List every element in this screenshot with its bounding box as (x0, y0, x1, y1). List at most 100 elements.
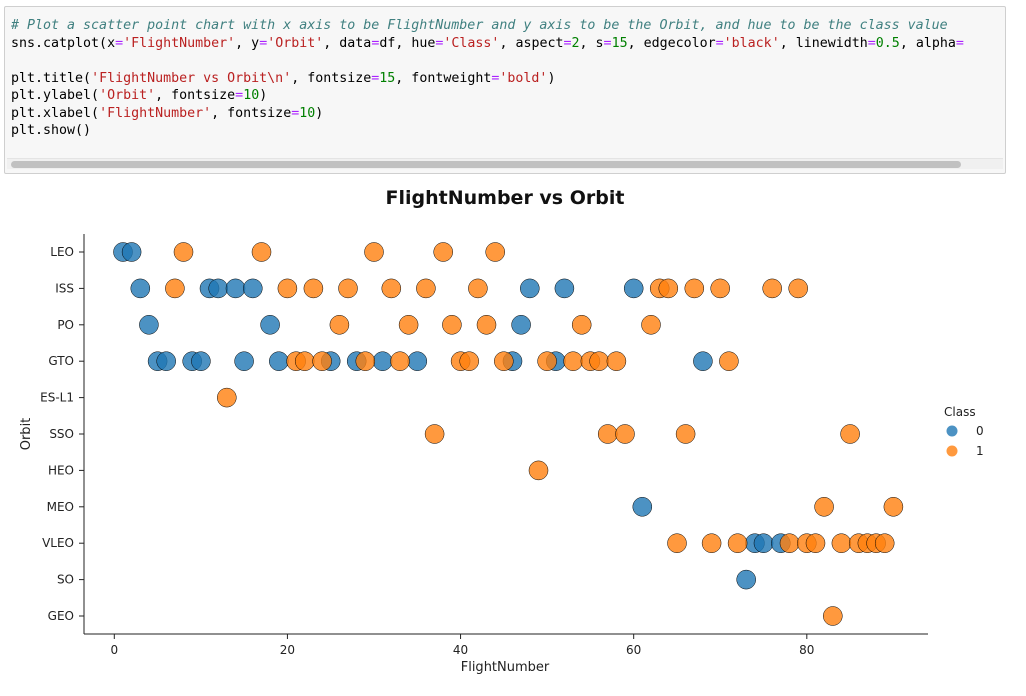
x-tick-label: 80 (799, 643, 814, 657)
scatter-point-class-1 (684, 278, 705, 299)
x-axis-ticks: 0 20 40 60 80 (110, 634, 814, 657)
code-token: 'bold' (499, 70, 548, 86)
scatter-point-class-0 (243, 278, 263, 299)
scatter-point-class-0 (208, 278, 228, 299)
scatter-point-class-1 (823, 606, 843, 626)
scatter-point-class-1 (667, 533, 687, 553)
code-token: ) (547, 70, 556, 86)
code-token: = (371, 35, 380, 51)
scatter-point-class-1 (606, 351, 627, 371)
x-tick-label: 0 (110, 643, 118, 657)
scatter-point-class-0 (554, 278, 575, 299)
scatter-point-class-0 (269, 351, 289, 371)
code-token: plt.xlabel( (11, 105, 100, 121)
code-token: , fontweight (395, 70, 492, 86)
code-token: , data (323, 35, 372, 51)
scatter-point-class-0 (753, 533, 774, 553)
scatter-point-class-1 (675, 424, 696, 444)
scatter-point-class-0 (736, 569, 756, 590)
code-token: = (563, 35, 572, 51)
y-tick-label: LEO (50, 245, 74, 259)
code-token: = (291, 105, 300, 121)
y-tick-label: SO (57, 573, 74, 587)
scatter-point-class-1 (727, 533, 748, 553)
code-token: plt.title( (11, 70, 92, 86)
scatter-point-class-0 (225, 278, 246, 299)
y-tick-label: SSO (49, 427, 74, 441)
code-token: = (259, 35, 268, 51)
scatter-point-class-1 (762, 278, 782, 299)
y-tick-label: ES-L1 (40, 391, 74, 405)
scatter-point-class-1 (528, 460, 549, 481)
code-token: plt.show() (11, 123, 92, 138)
code-token: df, hue (379, 35, 436, 51)
catplot-figure: FlightNumber vs Orbit LEO ISS PO GTO ES-L1 SS… (19, 187, 984, 675)
code-line: plt.show() (11, 122, 964, 140)
scatter-point-class-1 (381, 278, 402, 299)
scatter-point-class-1 (571, 315, 592, 335)
code-line: sns.catplot(x='FlightNumber', y='Orbit',… (11, 35, 964, 53)
y-tick-label: PO (57, 318, 74, 332)
scatter-point-class-1 (831, 533, 852, 553)
code-line: plt.xlabel('FlightNumber', fontsize=10) (11, 105, 964, 123)
code-token: , alpha (899, 35, 956, 51)
code-token: = (371, 70, 380, 86)
code-token: 15 (611, 35, 628, 51)
x-tick-label: 40 (453, 643, 468, 657)
y-axis-label: Orbit (19, 418, 34, 451)
code-token: = (715, 35, 724, 51)
scatter-point-class-1 (883, 497, 904, 517)
scatter-point-class-1 (277, 278, 298, 299)
code-cell[interactable]: # Plot a scatter point chart with x axis… (4, 6, 1006, 174)
y-tick-label: GEO (48, 609, 74, 623)
scatter-point-class-1 (294, 351, 315, 371)
y-tick-label: ISS (55, 281, 74, 295)
code-token: 'Orbit' (267, 35, 324, 51)
code-token: 10 (243, 88, 260, 103)
scatter-point-class-1 (710, 278, 730, 299)
scatter-point-class-0 (234, 351, 254, 371)
scatter-point-class-1 (433, 242, 453, 262)
code-token: # Plot a scatter point chart with x axis… (11, 18, 948, 33)
code-token: = (115, 35, 124, 51)
code-token: , aspect (499, 35, 564, 51)
code-token: = (955, 35, 964, 51)
code-token: , s (579, 35, 604, 51)
legend-marker (946, 445, 958, 457)
horizontal-scrollbar[interactable] (7, 158, 1003, 169)
scatter-point-class-1 (779, 533, 800, 553)
code-line: ​ (11, 52, 964, 70)
code-token: = (867, 35, 876, 51)
scatter-point-class-0 (511, 315, 531, 335)
scatter-point-class-1 (398, 315, 419, 335)
x-tick-label: 20 (280, 643, 295, 657)
code-token: 'FlightNumber vs Orbit\n' (91, 70, 292, 86)
scatter-point-class-1 (597, 424, 618, 444)
scatter-point-class-1 (424, 424, 445, 444)
y-tick-label: GTO (48, 354, 74, 368)
code-token: ) (315, 105, 324, 121)
scatter-point-class-0 (156, 351, 176, 371)
scatter-point-class-1 (165, 278, 185, 299)
legend-title: Class (944, 405, 976, 419)
code-token: 'FlightNumber' (99, 105, 212, 121)
code-token: , y (235, 35, 260, 51)
code-text[interactable]: # Plot a scatter point chart with x axis… (11, 17, 964, 140)
code-token: ) (259, 88, 268, 103)
scatter-point-class-1 (217, 387, 237, 408)
legend-marker (946, 425, 958, 437)
code-token: 10 (299, 105, 316, 121)
scatter-point-class-1 (390, 351, 410, 371)
code-token: sns.catplot(x (11, 35, 116, 51)
plot-area (113, 242, 904, 626)
scatter-point-class-1 (563, 351, 583, 371)
scrollbar-thumb[interactable] (11, 161, 961, 168)
scatter-point-class-0 (139, 315, 159, 335)
scatter-point-class-1 (615, 424, 635, 444)
scatter-point-class-1 (364, 242, 384, 262)
scatter-point-class-1 (485, 242, 505, 262)
x-axis-label: FlightNumber (461, 660, 550, 675)
scatter-point-class-1 (641, 315, 661, 335)
scatter-point-class-1 (874, 533, 895, 553)
scatter-point-class-1 (338, 278, 358, 299)
